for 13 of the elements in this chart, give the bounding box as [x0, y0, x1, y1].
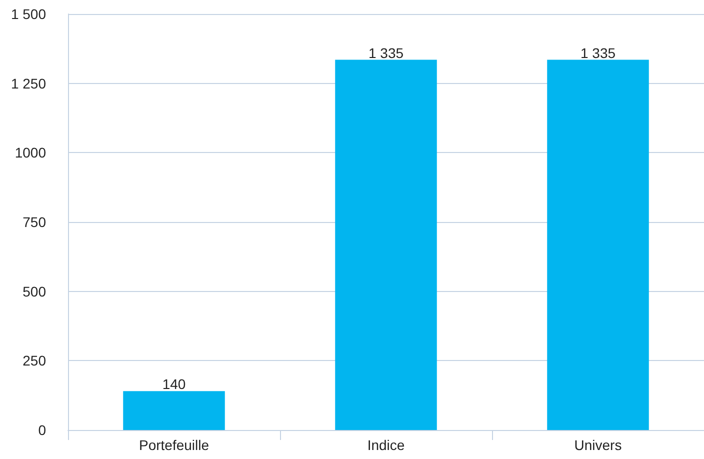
y-tick-label: 250	[22, 352, 46, 369]
y-tick-label: 0	[38, 422, 46, 438]
y-tick-label: 1000	[14, 144, 46, 161]
data-label: 140	[162, 376, 186, 392]
y-tick-label: 1 500	[10, 6, 46, 22]
x-tick-label: Portefeuille	[138, 437, 210, 453]
y-tick-label: 750	[22, 214, 46, 230]
x-tick-label: Univers	[574, 437, 622, 453]
data-label: 1 335	[368, 44, 404, 61]
x-tick-label: Indice	[367, 437, 405, 453]
data-label: 1 335	[580, 44, 616, 61]
y-tick-label: 1 250	[10, 75, 46, 92]
y-tick-label: 500	[22, 283, 46, 300]
